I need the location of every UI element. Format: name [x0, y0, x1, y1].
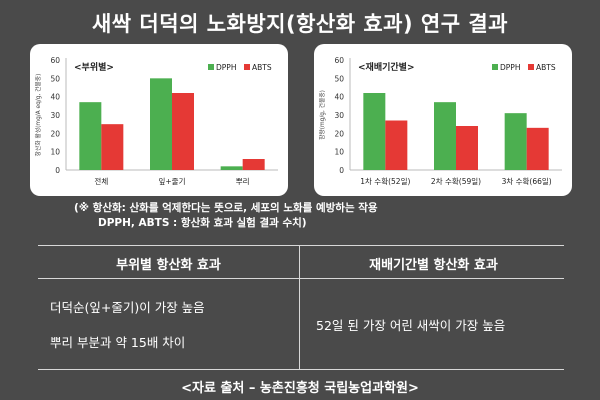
x-tick-label: 뿌리 — [236, 177, 250, 186]
y-tick-label: 30 — [50, 111, 60, 120]
bar-dpph — [434, 102, 456, 170]
legend-swatch-abts — [528, 64, 534, 70]
bar-dpph — [150, 78, 172, 170]
chart-by-period-svg: 0 10 20 30 40 50 60 함량(mg/g, 건물중) <재배기간별> DPPH ABT… — [318, 56, 562, 186]
chart-by-part-svg: 0 10 20 30 40 50 60 항산화 활성(mg/A eq/g, 건물중) <부위별>… — [34, 56, 278, 186]
bar-abts — [172, 93, 194, 170]
summary-table: 부위별 항산화 효과 재배기간별 항산화 효과 더덕순(잎+줄기)이 가장 높음… — [38, 245, 564, 370]
table-top-border — [38, 245, 564, 246]
bar-dpph — [220, 166, 243, 170]
y-tick-label: 50 — [334, 74, 344, 83]
y-tick-label: 20 — [334, 129, 344, 138]
bar-abts — [526, 127, 549, 170]
legend-label-abts: ABTS — [252, 63, 272, 72]
x-tick-label: 1차 수확(52일) — [360, 176, 410, 186]
footnote-line1: (※ 항산화: 산화를 억제한다는 뜻으로, 세포의 노화를 예방하는 작용 — [74, 202, 378, 214]
y-tick-label: 30 — [334, 111, 344, 120]
table-header-by-part: 부위별 항산화 효과 — [116, 258, 221, 273]
table-header-by-period: 재배기간별 항산화 효과 — [369, 258, 498, 273]
legend-swatch-dpph — [492, 64, 498, 70]
y-tick-label: 60 — [50, 56, 60, 65]
table-bottom-border — [38, 369, 564, 370]
chart-by-part: 0 10 20 30 40 50 60 항산화 활성(mg/A eq/g, 건물중) <부위별>… — [30, 44, 288, 196]
y-tick-label: 10 — [334, 148, 344, 157]
x-tick-label: 잎+줄기 — [159, 177, 186, 186]
x-tick-label: 3차 수확(66일) — [502, 176, 552, 186]
x-tick-label: 2차 수확(59일) — [431, 176, 481, 186]
legend-label-dpph: DPPH — [216, 63, 236, 72]
page-title: 새싹 더덕의 노화방지(항산화 효과) 연구 결과 — [91, 12, 508, 36]
bar-abts — [101, 124, 124, 170]
y-tick-label: 10 — [50, 148, 60, 157]
table-cell-part-line2: 뿌리 부분과 약 15배 차이 — [50, 335, 186, 350]
bar-abts — [242, 159, 265, 170]
y-tick-label: 40 — [50, 93, 60, 102]
source-credit: <자료 출처 – 농촌진흥청 국립농업과학원> — [181, 381, 419, 396]
y-tick-label: 60 — [334, 56, 344, 65]
legend-swatch-dpph — [208, 64, 214, 70]
chart-title: <부위별> — [74, 61, 114, 73]
chart-title: <재배기간별> — [358, 61, 414, 73]
footnote: (※ 항산화: 산화를 억제한다는 뜻으로, 세포의 노화를 예방하는 작용 D… — [74, 201, 378, 231]
table-column-divider — [299, 245, 300, 370]
bar-dpph — [363, 93, 386, 170]
y-tick-label: 50 — [50, 74, 60, 83]
bar-abts — [456, 126, 478, 170]
chart-by-cultivation-period: 0 10 20 30 40 50 60 함량(mg/g, 건물중) <재배기간별> DPPH ABT… — [314, 44, 572, 196]
x-tick-label: 전체 — [94, 176, 108, 186]
chart-group: 0 10 20 30 40 50 60 함량(mg/g, 건물중) <재배기간별> DPPH ABT… — [318, 56, 562, 186]
y-tick-label: 0 — [339, 166, 344, 175]
table-header-divider — [38, 278, 564, 279]
legend-label-dpph: DPPH — [500, 63, 520, 72]
bar-dpph — [504, 113, 527, 170]
y-tick-label: 20 — [50, 129, 60, 138]
legend-swatch-abts — [244, 64, 250, 70]
bar-dpph — [79, 102, 102, 170]
chart-group: 0 10 20 30 40 50 60 항산화 활성(mg/A eq/g, 건물중) <부위별>… — [34, 56, 278, 186]
table-cell-period-line1: 52일 된 가장 어린 새싹이 가장 높음 — [316, 318, 506, 333]
y-tick-label: 40 — [334, 93, 344, 102]
y-axis-label: 항산화 활성(mg/A eq/g, 건물중) — [34, 74, 42, 157]
footnote-line2: DPPH, ABTS : 항산화 효과 실험 결과 수치) — [98, 217, 307, 229]
legend-label-abts: ABTS — [536, 63, 556, 72]
table-cell-part-line1: 더덕순(잎+줄기)이 가장 높음 — [50, 300, 205, 315]
y-axis-label: 함량(mg/g, 건물중) — [318, 90, 326, 140]
bar-abts — [385, 120, 408, 170]
y-tick-label: 0 — [55, 166, 60, 175]
